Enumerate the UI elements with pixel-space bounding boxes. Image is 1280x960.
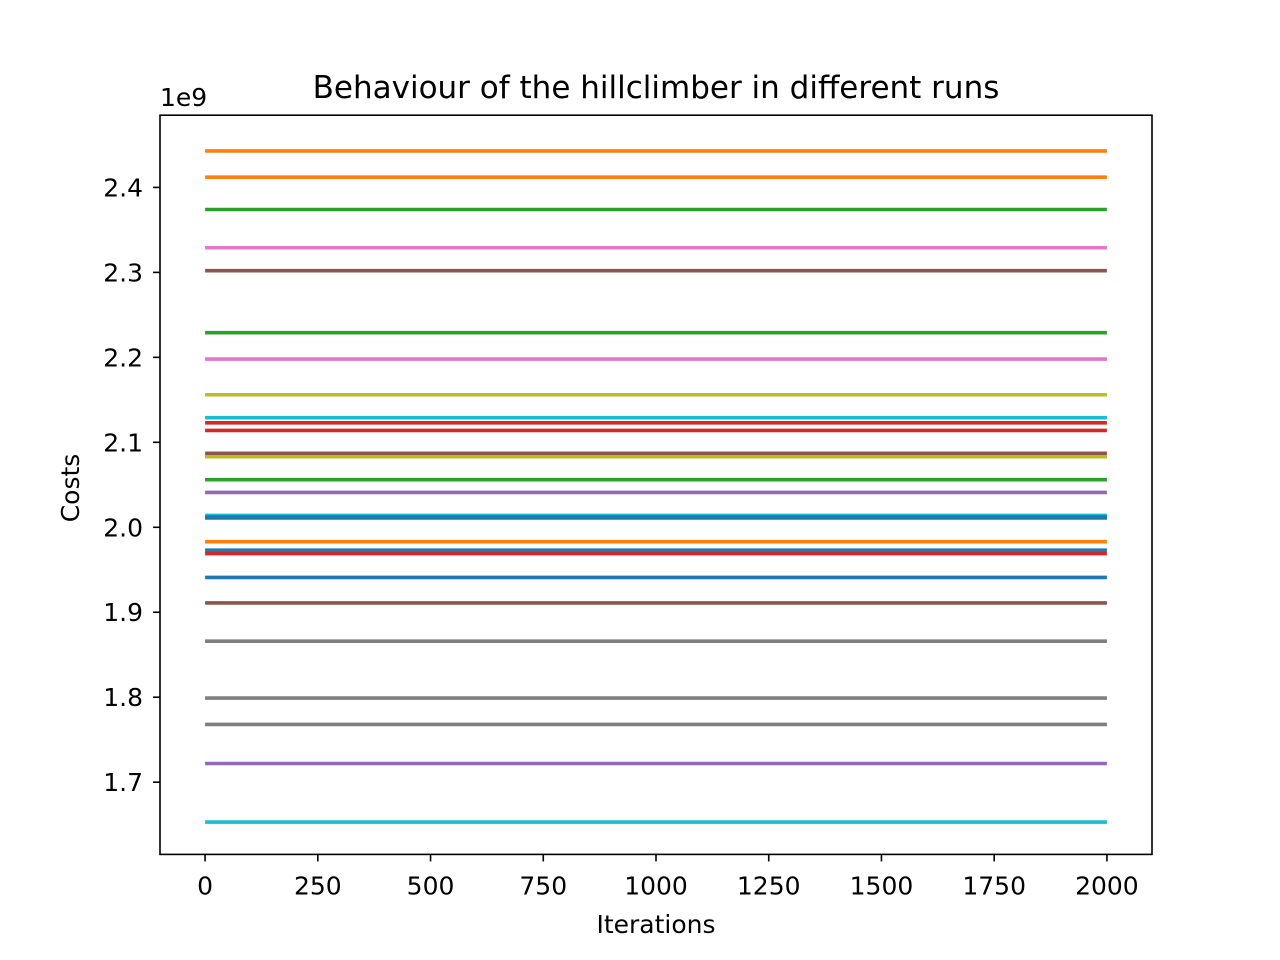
x-tick-label: 1750 [962,871,1026,900]
y-tick-label: 1.7 [103,768,143,797]
x-tick-label: 750 [519,871,567,900]
x-tick-label: 250 [294,871,342,900]
y-tick-label: 2.3 [103,258,143,287]
x-tick-label: 0 [197,871,213,900]
x-axis-ticks: 0 250 500 750 1000 1250 1500 1750 2000 [197,854,1139,900]
x-axis-label: Iterations [596,910,715,939]
x-tick-label: 1000 [624,871,688,900]
x-tick-label: 1500 [850,871,914,900]
y-axis-label: Costs [56,454,85,523]
y-tick-label: 1.9 [103,598,143,627]
y-tick-label: 1.8 [103,683,143,712]
y-tick-label: 2.1 [103,428,143,457]
x-tick-label: 1250 [737,871,801,900]
x-tick-label: 2000 [1075,871,1139,900]
series-layer [205,149,1107,824]
chart-title: Behaviour of the hillclimber in differen… [313,70,1000,106]
y-axis-ticks: 1.7 1.8 1.9 2.0 2.1 2.2 2.3 2.4 [103,173,160,797]
y-tick-label: 2.0 [103,513,143,542]
y-tick-label: 2.2 [103,343,143,372]
y-tick-label: 2.4 [103,173,143,202]
y-axis-offset-label: 1e9 [160,83,207,112]
x-tick-label: 500 [407,871,455,900]
